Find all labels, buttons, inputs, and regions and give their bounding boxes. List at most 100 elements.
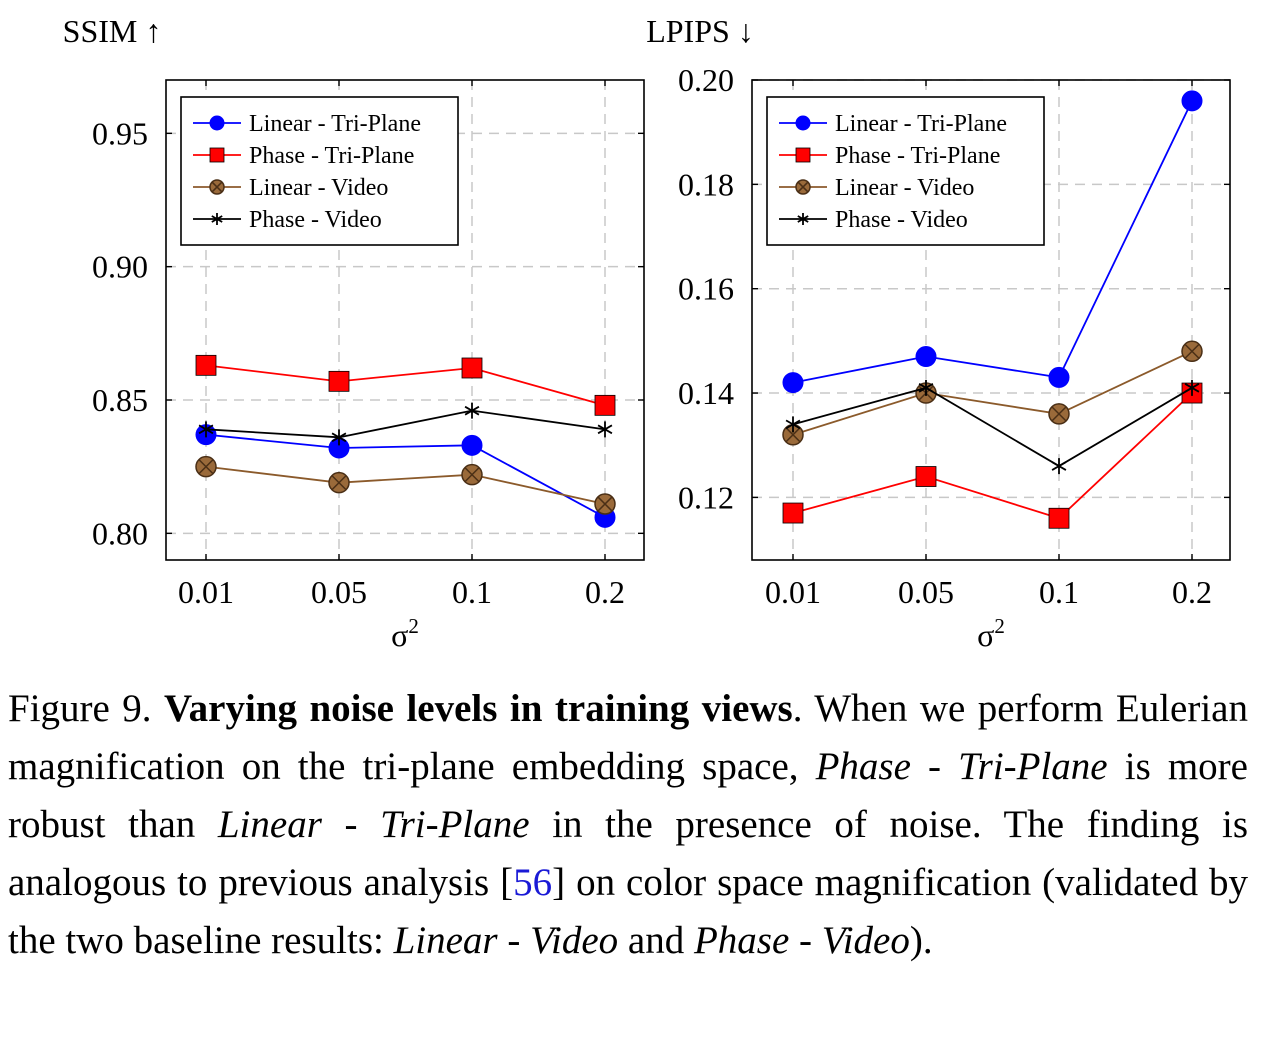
legend-label: Linear - Tri-Plane: [835, 111, 1007, 137]
data-point: [461, 357, 483, 379]
figure-caption: Figure 9. Varying noise levels in traini…: [8, 680, 1248, 970]
caption-text-1: . When we perform Eulerian magnification…: [8, 687, 1248, 788]
chart-title: LPIPS ↓: [646, 13, 754, 49]
data-point: [1181, 90, 1203, 112]
caption-italic-2: Linear - Tri-Plane: [217, 803, 530, 846]
legend-entry: Linear - Video: [193, 175, 388, 201]
series-phase-tri-plane: [782, 382, 1203, 529]
y-tick-label: 0.12: [678, 479, 734, 515]
legend-marker: [211, 213, 223, 225]
caption-text-3: in the presence of noise. The finding is…: [8, 803, 1248, 904]
chart-title: SSIM ↑: [63, 13, 162, 49]
data-point-cross: [597, 496, 613, 512]
legend-box: [180, 96, 459, 246]
series-line: [205, 409, 606, 439]
data-point-cross: [785, 427, 801, 443]
x-axis-label: σ2: [391, 614, 419, 653]
data-point: [782, 372, 804, 394]
legend-entry: Phase - Tri-Plane: [193, 143, 414, 169]
x-axis-label-superscript: 2: [994, 614, 1005, 638]
y-tick-label: 0.85: [92, 382, 148, 418]
data-point: [785, 416, 801, 433]
data-point: [331, 429, 347, 446]
legend-entry: Linear - Tri-Plane: [779, 111, 1007, 137]
legend-marker: [795, 147, 811, 163]
data-point: [1051, 458, 1067, 475]
y-tick-label: 0.20: [678, 62, 734, 98]
x-tick-label: 0.1: [452, 574, 492, 610]
caption-bold: Varying noise levels in training views: [164, 687, 793, 730]
y-tick-label: 0.16: [678, 271, 734, 307]
legend-entry: Phase - Tri-Plane: [779, 143, 1000, 169]
y-tick-label: 0.95: [92, 115, 148, 151]
series-linear-video: [782, 340, 1203, 446]
chart-panel-2: LPIPS ↓ 0.12 0.14 0.16 0.18 0.20 0.01 0.05 0.1 0.…: [646, 13, 1231, 610]
plot-frame: [165, 79, 645, 561]
caption-text-2: is more robust than: [8, 745, 1248, 846]
legend-label: Linear - Tri-Plane: [249, 111, 421, 137]
caption-label: Figure 9.: [8, 687, 165, 730]
data-point: [782, 502, 804, 524]
data-point-cross: [464, 467, 480, 483]
caption-text-6: ).: [909, 919, 933, 962]
legend-entry: Linear - Tri-Plane: [193, 111, 421, 137]
data-point: [328, 370, 350, 392]
legend-marker-cross: [797, 181, 809, 193]
data-point-cross: [1051, 406, 1067, 422]
figure: SSIM ↑ 0.80 0.85 0.90 0.95 0.01 0.05 0.1 0.2 Line…: [63, 13, 1231, 653]
legend: Linear - Tri-Plane Phase - Tri-Plane Linea…: [180, 96, 459, 246]
data-point: [198, 421, 214, 438]
series-phase-video: [198, 402, 613, 446]
legend-marker: [209, 147, 225, 163]
y-tick-label: 0.80: [92, 515, 148, 551]
data-point: [594, 394, 616, 416]
caption-text-4: ] on color space magnification (validate…: [8, 861, 1248, 962]
legend-entry: Linear - Video: [779, 175, 974, 201]
legend-entry: Phase - Video: [193, 207, 382, 233]
caption-italic-1: Phase - Tri-Plane: [815, 745, 1108, 788]
y-tick-label: 0.90: [92, 249, 148, 285]
x-axis-label-superscript: 2: [408, 614, 419, 638]
legend-entry: Phase - Video: [779, 207, 968, 233]
data-point: [597, 421, 613, 438]
series-linear-video: [195, 455, 616, 515]
series-line: [792, 100, 1193, 384]
legend-label: Phase - Tri-Plane: [835, 143, 1000, 169]
citation-link[interactable]: 56: [513, 861, 553, 904]
data-point: [915, 466, 937, 487]
legend-marker: [795, 115, 811, 131]
series-line: [792, 386, 1193, 468]
series-line: [205, 364, 606, 407]
x-tick-label: 0.05: [311, 574, 367, 610]
legend: Linear - Tri-Plane Phase - Tri-Plane Linea…: [766, 96, 1045, 246]
caption-italic-4: Phase - Video: [693, 919, 910, 962]
data-point-cross: [1184, 343, 1200, 359]
series-phase-video: [785, 379, 1200, 475]
legend-box: [766, 96, 1045, 246]
series-line: [205, 433, 606, 519]
data-point-cross: [331, 475, 347, 491]
data-point: [1048, 366, 1070, 388]
data-point-cross: [198, 459, 214, 475]
y-tick-label: 0.14: [678, 375, 734, 411]
x-tick-label: 0.01: [178, 574, 234, 610]
legend-label: Phase - Tri-Plane: [249, 143, 414, 169]
series-line: [792, 392, 1193, 520]
series-phase-tri-plane: [195, 354, 616, 416]
data-point: [1184, 379, 1200, 396]
legend-label: Linear - Video: [249, 175, 388, 201]
y-tick-label: 0.18: [678, 166, 734, 202]
series-linear-tri-plane: [195, 424, 616, 528]
legend-label: Phase - Video: [835, 207, 968, 233]
caption-italic-3: Linear - Video: [393, 919, 619, 962]
legend-label: Phase - Video: [249, 207, 382, 233]
x-axis-label-symbol: σ: [977, 617, 994, 653]
chart-panel-1: SSIM ↑ 0.80 0.85 0.90 0.95 0.01 0.05 0.1 0.2 Line…: [63, 13, 645, 610]
legend-marker: [209, 115, 225, 131]
x-axis-label: σ2: [977, 614, 1005, 653]
data-point: [1048, 507, 1070, 529]
legend-marker-cross: [211, 181, 223, 193]
x-tick-label: 0.2: [585, 574, 625, 610]
x-tick-label: 0.1: [1039, 574, 1079, 610]
x-axis-label-symbol: σ: [391, 617, 408, 653]
